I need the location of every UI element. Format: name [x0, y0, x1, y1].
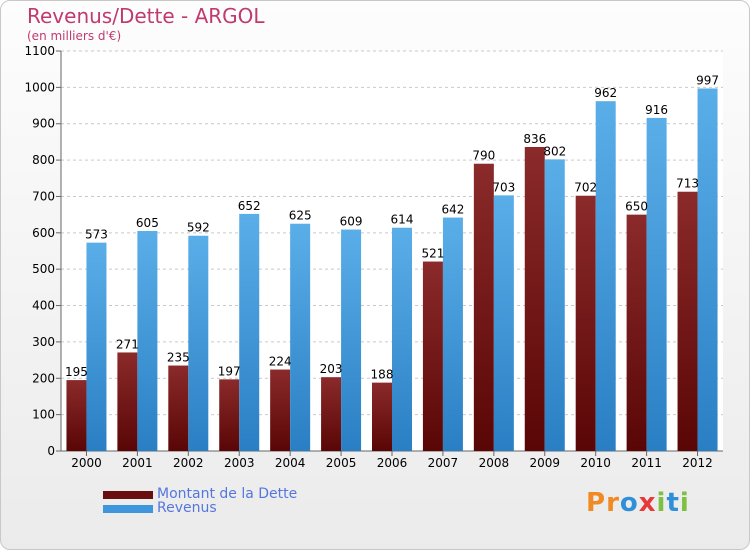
y-tick-label: 1000 — [24, 80, 55, 94]
x-tick-label: 2007 — [428, 456, 459, 470]
proxiti-logo: Proxiti — [586, 488, 690, 518]
bar-revenus — [239, 213, 260, 451]
bar-dette — [524, 147, 545, 451]
bar-revenus — [493, 195, 514, 451]
data-label: 235 — [167, 351, 190, 365]
x-tick-label: 2004 — [275, 456, 306, 470]
data-label: 650 — [625, 200, 648, 214]
data-label: 962 — [594, 86, 617, 100]
legend-label-debt: Montant de la Dette — [157, 486, 298, 502]
y-tick-label: 400 — [32, 299, 55, 313]
data-label: 614 — [391, 213, 414, 227]
data-label: 916 — [645, 103, 668, 117]
data-label: 592 — [187, 221, 210, 235]
data-label: 197 — [218, 364, 241, 378]
y-tick-label: 100 — [32, 408, 55, 422]
bar-dette — [219, 379, 240, 451]
legend-swatch-debt — [103, 491, 153, 499]
bar-dette — [372, 382, 392, 451]
bar-dette — [168, 365, 189, 451]
bar-revenus — [341, 229, 362, 451]
logo-letter: r — [606, 488, 620, 518]
bar-revenus — [544, 159, 565, 451]
data-label: 195 — [65, 365, 88, 379]
data-label: 625 — [289, 209, 312, 223]
logo-letter: t — [666, 488, 680, 518]
bar-dette — [575, 195, 596, 451]
y-tick-label: 300 — [32, 335, 55, 349]
x-tick-label: 2008 — [479, 456, 510, 470]
data-label: 605 — [136, 216, 159, 230]
bar-revenus — [86, 242, 107, 451]
bar-dette — [473, 163, 494, 451]
data-label: 203 — [320, 362, 343, 376]
x-tick-label: 2009 — [529, 456, 560, 470]
bar-revenus — [442, 217, 463, 451]
chart-title: Revenus/Dette - ARGOL — [27, 4, 265, 28]
data-label: 790 — [472, 149, 495, 163]
x-tick-label: 2001 — [122, 456, 153, 470]
data-label: 652 — [238, 199, 261, 213]
legend-swatch-revenus — [103, 505, 153, 513]
bar-dette — [66, 380, 87, 451]
data-label: 703 — [492, 180, 515, 194]
bar-revenus — [392, 227, 412, 451]
bar-dette — [270, 369, 291, 451]
logo-letter: P — [586, 488, 607, 518]
bar-revenus — [137, 231, 158, 451]
y-tick-label: 900 — [32, 117, 55, 131]
y-tick-label: 1100 — [24, 44, 55, 58]
bar-revenus — [290, 223, 311, 451]
data-label: 997 — [696, 73, 719, 87]
y-tick-label: 700 — [32, 189, 55, 203]
bar-dette — [422, 261, 443, 451]
x-tick-label: 2000 — [71, 456, 102, 470]
data-label: 642 — [441, 203, 464, 217]
logo-letter: i — [679, 488, 690, 518]
data-label: 224 — [269, 355, 292, 369]
logo-letter: x — [638, 488, 657, 518]
bar-revenus — [697, 88, 718, 452]
x-tick-label: 2011 — [631, 456, 662, 470]
bar-revenus — [188, 235, 209, 451]
y-tick-label: 800 — [32, 153, 55, 167]
chart-subtitle: (en milliers d'€) — [27, 29, 122, 43]
x-tick-label: 2002 — [173, 456, 204, 470]
x-tick-label: 2006 — [377, 456, 408, 470]
bar-dette — [117, 352, 138, 451]
bar-revenus — [595, 101, 616, 451]
y-tick-label: 0 — [47, 444, 55, 458]
x-tick-label: 2005 — [326, 456, 357, 470]
bar-dette — [626, 214, 647, 451]
data-label: 836 — [523, 132, 546, 146]
y-tick-label: 500 — [32, 262, 55, 276]
y-tick-label: 200 — [32, 371, 55, 385]
data-label: 713 — [676, 177, 699, 191]
x-tick-label: 2010 — [580, 456, 611, 470]
data-label: 802 — [543, 144, 566, 158]
data-label: 573 — [85, 228, 108, 242]
x-tick-label: 2012 — [682, 456, 713, 470]
bar-dette — [321, 377, 342, 451]
data-label: 702 — [574, 181, 597, 195]
y-tick-label: 600 — [32, 226, 55, 240]
logo-letter: i — [656, 488, 667, 518]
bar-dette — [677, 191, 698, 451]
legend-label-revenus: Revenus — [157, 500, 217, 516]
x-tick-label: 2003 — [224, 456, 255, 470]
logo-letter: o — [619, 488, 639, 518]
data-label: 609 — [340, 215, 363, 229]
data-label: 521 — [421, 247, 444, 261]
bar-revenus — [646, 117, 667, 451]
data-label: 188 — [371, 368, 394, 382]
data-label: 271 — [116, 337, 139, 351]
